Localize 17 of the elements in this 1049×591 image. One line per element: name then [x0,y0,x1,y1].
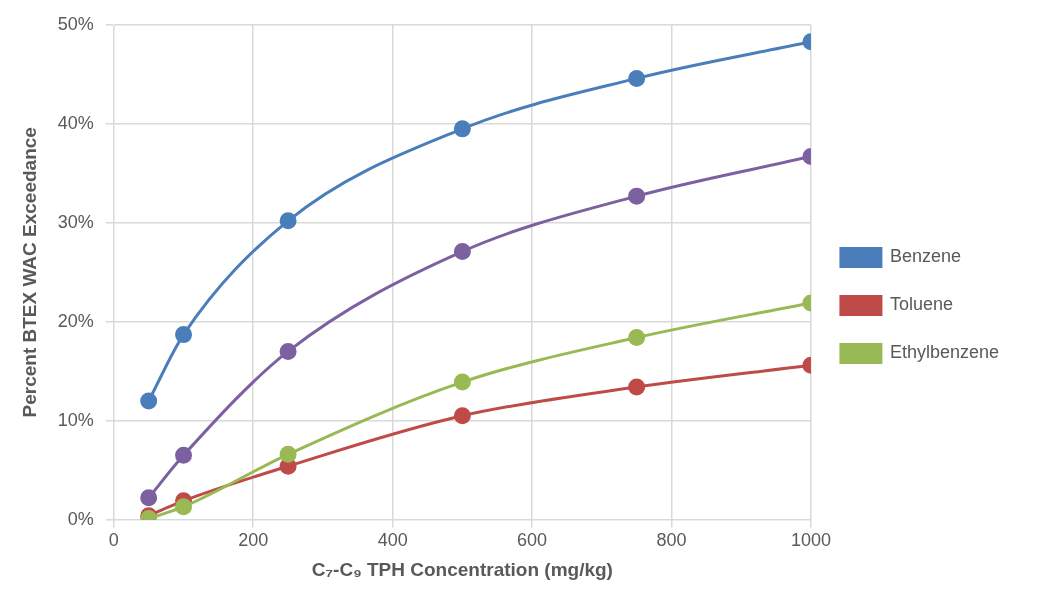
x-tick-label: 0 [108,530,119,551]
x-tick-label: 800 [656,530,687,551]
x-tick-label: 1000 [790,530,831,551]
x-axis-title: C₇-C₉ TPH Concentration (mg/kg) [311,558,613,580]
legend-label: Benzene [889,246,961,267]
y-axis-title: Percent BTEX WAC Exceedance [18,127,40,418]
y-tick-label: 10% [57,409,94,430]
y-tick-label: 20% [57,310,94,331]
x-tick-label: 200 [238,530,269,551]
y-tick-label: 40% [57,112,94,133]
y-tick-label: 50% [57,13,94,34]
legend-label: Toluene [889,294,953,315]
legend-label: Ethylbenzene [889,342,1000,363]
x-tick-label: 400 [377,530,408,551]
y-tick-label: 30% [57,211,94,232]
y-tick-label: 0% [67,508,94,529]
x-tick-label: 600 [517,530,548,551]
